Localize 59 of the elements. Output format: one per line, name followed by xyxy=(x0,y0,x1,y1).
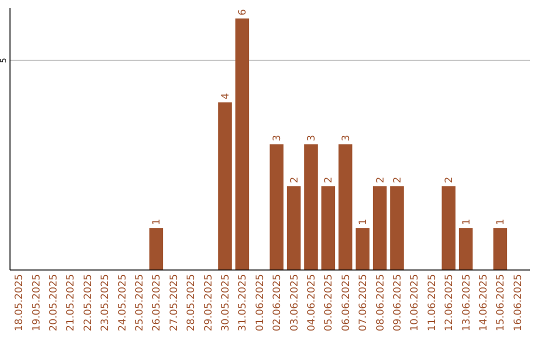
bar xyxy=(372,186,387,270)
bar xyxy=(149,228,164,270)
x-tick-label: 04.06.2025 xyxy=(306,274,318,332)
x-tick-label: 14.06.2025 xyxy=(478,274,490,332)
bar xyxy=(442,186,456,270)
bar xyxy=(493,228,508,270)
x-tick-label: 24.05.2025 xyxy=(117,274,128,332)
data-label: 3 xyxy=(306,134,318,142)
data-label: 3 xyxy=(272,134,284,142)
bar xyxy=(270,144,284,270)
bar xyxy=(338,144,352,270)
x-tick-label: 15.06.2025 xyxy=(496,274,507,332)
data-label: 4 xyxy=(220,92,232,100)
x-tick-label: 19.05.2025 xyxy=(31,274,42,332)
x-tick-label: 20.05.2025 xyxy=(48,274,60,332)
x-tick-label: 08.06.2025 xyxy=(375,274,386,332)
x-tick-label: 31.05.2025 xyxy=(238,274,249,332)
data-label: 3 xyxy=(340,134,352,142)
x-tick-label: 25.05.2025 xyxy=(134,274,146,332)
bar xyxy=(321,186,336,270)
bar xyxy=(390,186,404,270)
x-tick-label: 22.05.2025 xyxy=(82,274,94,332)
x-tick-label: 27.05.2025 xyxy=(168,274,180,332)
x-tick-label: 18.05.2025 xyxy=(14,274,26,332)
data-label: 1 xyxy=(152,218,163,226)
data-label: 2 xyxy=(392,176,404,184)
x-tick-label: 06.06.2025 xyxy=(340,274,352,332)
data-label: 6 xyxy=(238,9,249,16)
x-tick-label: 05.06.2025 xyxy=(324,274,335,332)
bar xyxy=(218,102,232,270)
x-tick-label: 30.05.2025 xyxy=(220,274,232,332)
y-tick-label: 5 xyxy=(0,58,8,63)
bar xyxy=(286,186,301,270)
bar xyxy=(235,18,250,270)
data-label: 2 xyxy=(324,176,335,184)
x-tick-label: 21.05.2025 xyxy=(66,274,77,332)
x-tick-label: 29.05.2025 xyxy=(203,274,214,332)
bar xyxy=(458,228,473,270)
data-label: 1 xyxy=(461,218,472,226)
x-tick-label: 11.06.2025 xyxy=(426,274,438,332)
x-tick-label: 03.06.2025 xyxy=(289,274,300,332)
x-tick-label: 23.05.2025 xyxy=(100,274,112,332)
x-tick-label: 12.06.2025 xyxy=(444,274,456,332)
x-tick-label: 10.06.2025 xyxy=(410,274,421,332)
data-label: 1 xyxy=(358,218,370,226)
x-tick-label: 13.06.2025 xyxy=(461,274,472,332)
bar xyxy=(356,228,370,270)
x-tick-label: 01.06.2025 xyxy=(254,274,266,332)
data-label: 2 xyxy=(444,176,456,184)
data-label: 2 xyxy=(289,176,300,184)
bar xyxy=(304,144,318,270)
data-label: 2 xyxy=(375,176,386,184)
x-tick-label: 16.06.2025 xyxy=(512,274,524,332)
data-label: 1 xyxy=(496,218,507,226)
x-tick-label: 09.06.2025 xyxy=(392,274,404,332)
x-tick-label: 26.05.2025 xyxy=(152,274,163,332)
x-tick-label: 02.06.2025 xyxy=(272,274,284,332)
x-tick-label: 07.06.2025 xyxy=(358,274,370,332)
x-tick-label: 28.05.2025 xyxy=(186,274,198,332)
